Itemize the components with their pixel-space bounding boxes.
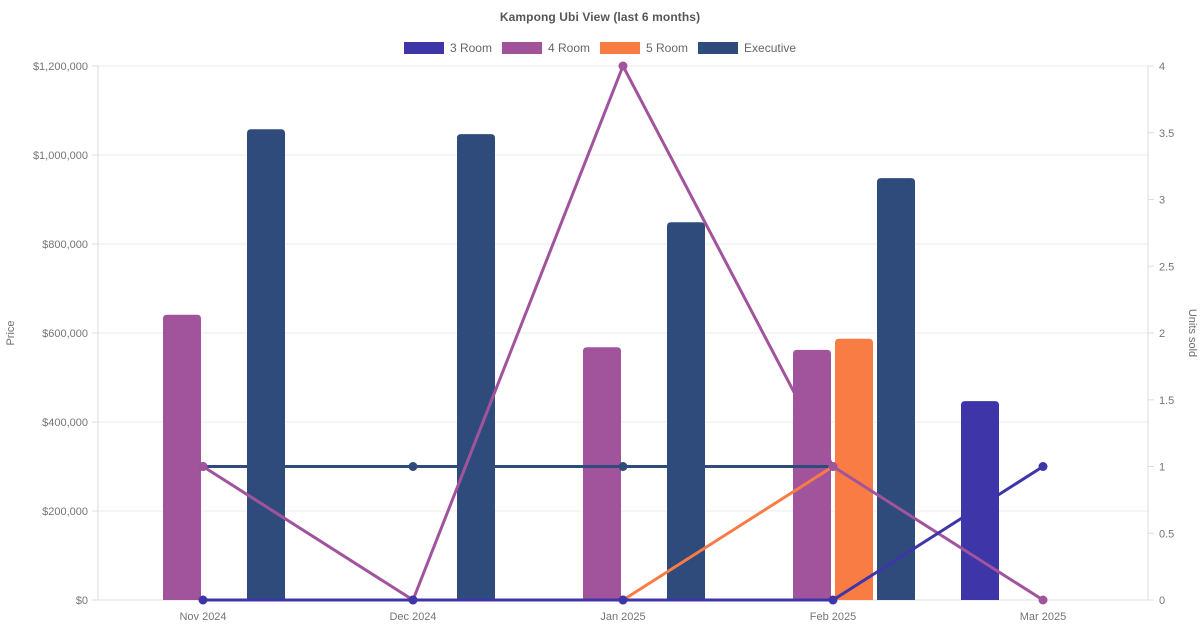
point-4-room-mar-2025	[1038, 595, 1048, 605]
x-axis-tick-label: Mar 2025	[1020, 611, 1066, 623]
point-executive-jan-2025	[618, 462, 628, 471]
left-axis-tick-label: $1,000,000	[33, 150, 88, 162]
left-axis-tick-label: $1,200,000	[33, 61, 88, 73]
right-axis-tick-label: 3.5	[1159, 128, 1174, 140]
bar-executive-jan-2025	[667, 222, 705, 600]
x-axis-tick-label: Feb 2025	[810, 611, 856, 623]
legend-item-4-room[interactable]: 4 Room	[501, 41, 590, 55]
left-axis-tick-label: $600,000	[42, 328, 88, 340]
right-axis-tick-label: 2	[1159, 328, 1165, 340]
point-3-room-nov-2024	[198, 595, 208, 605]
bar-4-room-feb-2025	[793, 349, 831, 600]
legend-item-3-room[interactable]: 3 Room	[403, 41, 492, 55]
right-axis-tick-label: 4	[1159, 61, 1165, 73]
point-3-room-jan-2025	[618, 595, 628, 605]
x-axis-tick-label: Dec 2024	[389, 611, 436, 623]
right-axis-title: Units sold	[1186, 309, 1198, 357]
legend-swatch-icon	[403, 42, 444, 54]
right-axis-tick-label: 1	[1159, 462, 1165, 474]
left-axis-tick-label: $200,000	[42, 506, 88, 518]
legend-label: Executive	[744, 41, 797, 55]
bar-executive-feb-2025	[877, 178, 915, 600]
point-3-room-feb-2025	[828, 595, 838, 605]
right-axis-tick-label: 1.5	[1159, 395, 1174, 407]
x-axis-tick-label: Jan 2025	[600, 611, 645, 623]
bar-3-room-mar-2025	[961, 401, 999, 600]
bar-4-room-jan-2025	[583, 347, 621, 600]
line-5-room	[622, 465, 834, 602]
chart-title: Kampong Ubi View (last 6 months)	[499, 10, 701, 24]
line-3-room	[203, 465, 1044, 602]
right-axis-tick-label: 2.5	[1159, 261, 1174, 273]
point-4-room-feb-2025	[828, 462, 838, 471]
legend-label: 5 Room	[646, 41, 689, 55]
point-executive-dec-2024	[408, 462, 418, 471]
chart-legend: 3 Room 4 Room 5 Room Executive	[0, 41, 1200, 55]
left-axis-tick-label: $0	[76, 595, 88, 607]
right-axis-tick-label: 0	[1159, 595, 1165, 607]
legend-label: 3 Room	[449, 41, 492, 55]
left-axis-tick-label: $800,000	[42, 239, 88, 251]
left-axis-tick-label: $400,000	[42, 417, 88, 429]
point-4-room-jan-2025	[618, 61, 628, 71]
legend-swatch-icon	[698, 42, 739, 54]
legend-item-5-room[interactable]: 5 Room	[600, 41, 688, 55]
right-axis-tick-label: 0.5	[1159, 528, 1174, 540]
bar-5-room-feb-2025	[835, 338, 873, 600]
x-axis-tick-label: Nov 2024	[179, 611, 226, 623]
bar-executive-nov-2024	[247, 129, 285, 600]
point-4-room-nov-2024	[198, 462, 208, 471]
point-3-room-dec-2024	[408, 595, 418, 605]
bar-executive-dec-2024	[457, 134, 495, 600]
legend-swatch-icon	[600, 42, 640, 54]
bar-4-room-nov-2024	[163, 314, 201, 600]
legend-swatch-icon	[501, 42, 542, 54]
legend-label: 4 Room	[547, 41, 590, 55]
left-axis-title: Price	[5, 320, 17, 345]
right-axis-tick-label: 3	[1159, 195, 1165, 207]
point-3-room-mar-2025	[1038, 462, 1048, 471]
legend-item-executive[interactable]: Executive	[698, 41, 796, 55]
